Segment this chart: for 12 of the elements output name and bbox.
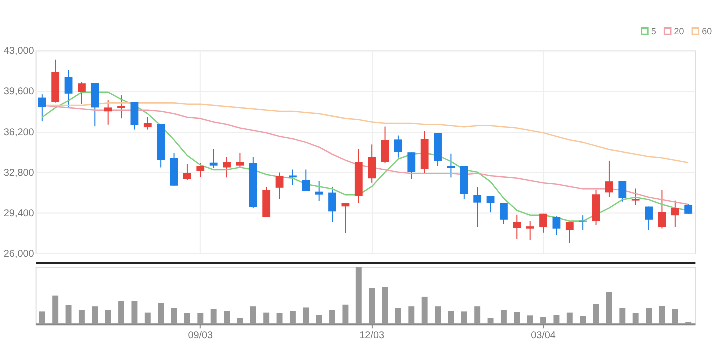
x-tick-label: 12/03 [360,330,385,342]
legend-label: 5 [651,26,656,36]
y-tick-label: 36,200 [4,127,35,138]
y-tick-label: 43,000 [4,46,35,58]
legend-label: 60 [702,26,712,36]
x-tick-label: 09/03 [188,330,214,342]
y-tick-label: 39,600 [4,86,35,98]
x-tick-label: 03/04 [531,330,556,342]
y-tick-label: 32,800 [4,168,35,179]
legend-label: 20 [674,26,684,36]
y-tick-label: 29,400 [4,208,35,220]
y-tick-label: 26,000 [4,249,35,260]
